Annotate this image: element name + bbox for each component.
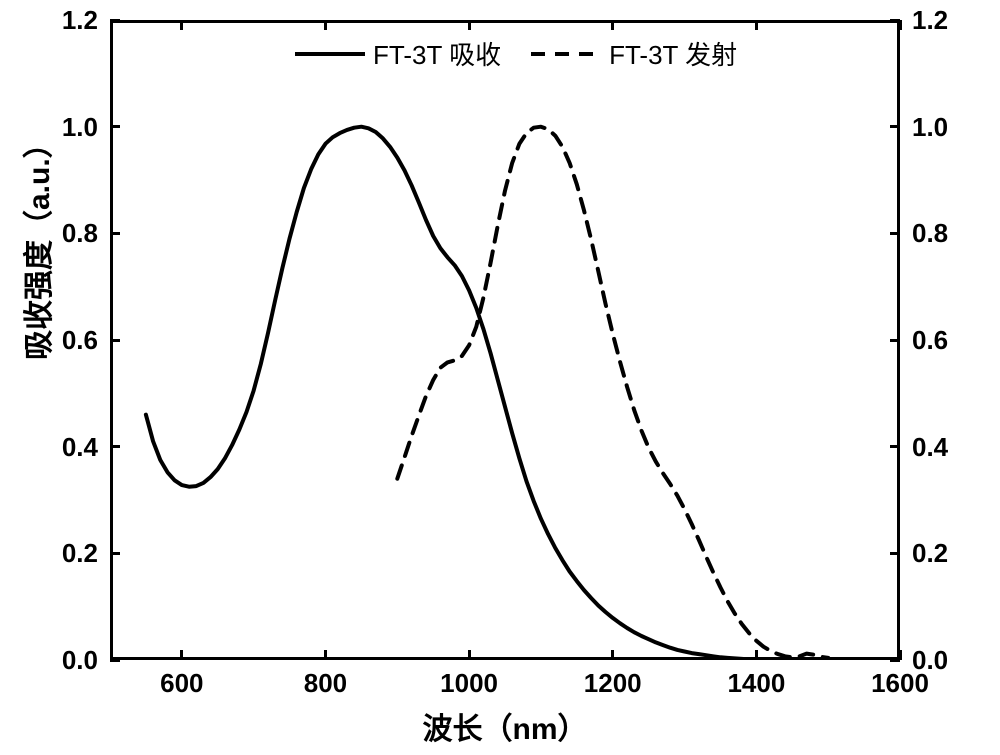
legend-line-icon [295,44,365,64]
tick-label: 0.8 [912,218,948,249]
curves-layer [0,0,1000,755]
legend-line-icon [531,44,601,64]
tick-label: 600 [160,668,203,699]
tick-label: 1000 [440,668,498,699]
tick-label: 0.2 [62,538,98,569]
tick-label: 0.6 [62,325,98,356]
tick-label: 0.4 [62,432,98,463]
y-axis-label: 吸收强度（a.u.） [14,320,58,360]
tick-label: 1.0 [912,112,948,143]
tick-label: 0.0 [912,645,948,676]
tick-label: 800 [304,668,347,699]
legend-label: FT-3T 吸收 [373,35,501,72]
tick-label: 1.2 [62,5,98,36]
tick-label: 0.6 [912,325,948,356]
tick-label: 0.0 [62,645,98,676]
tick-label: 1200 [584,668,642,699]
tick-label: 0.8 [62,218,98,249]
tick-label: 1400 [727,668,785,699]
x-axis-label: 波长（nm） [423,704,588,748]
legend-item: FT-3T 吸收 [295,35,501,72]
series-absorption [146,127,828,660]
spectrum-chart: 60080010001200140016000.00.20.40.60.81.0… [0,0,1000,755]
legend-label: FT-3T 发射 [609,35,737,72]
tick-label: 1.0 [62,112,98,143]
tick-label: 0.4 [912,432,948,463]
legend: FT-3T 吸收 FT-3T 发射 [295,35,737,72]
legend-item: FT-3T 发射 [531,35,737,72]
tick-label: 1.2 [912,5,948,36]
series-emission [397,127,828,658]
tick-label: 0.2 [912,538,948,569]
